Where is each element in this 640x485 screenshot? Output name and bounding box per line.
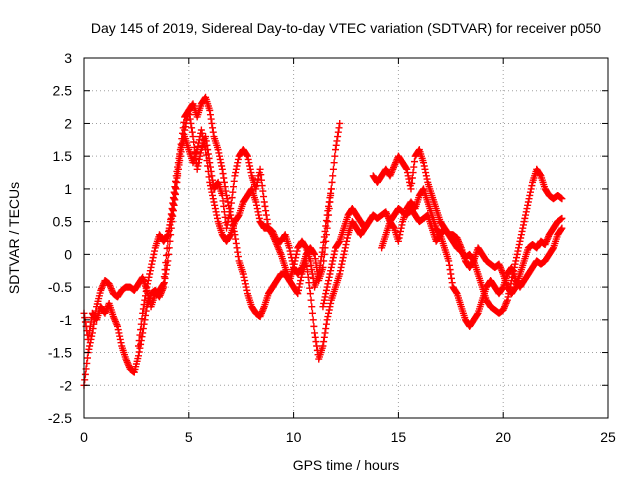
y-tick-label: -0.5: [48, 279, 72, 295]
data-point-marker: [558, 195, 566, 203]
data-point-marker: [336, 119, 344, 127]
data-point-marker: [162, 251, 170, 259]
data-layer: [80, 93, 566, 389]
data-point-marker: [160, 280, 168, 288]
y-tick-label: -2.5: [48, 410, 72, 426]
chart-title: Day 145 of 2019, Sidereal Day-to-day VTE…: [91, 20, 601, 36]
x-tick-label: 20: [495, 429, 511, 445]
data-point-marker: [328, 178, 336, 186]
series-trace-f: [378, 185, 566, 330]
y-tick-label: 2.5: [53, 83, 73, 99]
data-point-marker: [330, 159, 338, 167]
data-point-marker: [309, 316, 317, 324]
data-point-marker: [163, 244, 171, 252]
x-tick-label: 10: [286, 429, 302, 445]
series-trace-e: [369, 146, 566, 298]
data-point-marker: [331, 152, 339, 160]
series-trace-c: [134, 93, 377, 363]
plot-frame: [83, 57, 609, 419]
data-point-marker: [308, 303, 316, 311]
data-point-marker: [306, 290, 314, 298]
y-tick-label: -1: [60, 312, 73, 328]
x-tick-label: 15: [391, 429, 407, 445]
data-point-marker: [308, 309, 316, 317]
y-axis-label: SDTVAR / TECUs: [6, 182, 22, 294]
tick-layer: 0 5 10 15 20 25 -2.5 -2 -1.5 -1 -0.5 0 0.5 1 1.5 2 2.5 3: [48, 50, 616, 445]
y-tick-label: 3: [64, 50, 72, 66]
y-tick-label: 0.5: [53, 214, 73, 230]
data-point-marker: [558, 214, 566, 222]
data-point-marker: [329, 172, 337, 180]
label-layer: Day 145 of 2019, Sidereal Day-to-day VTE…: [6, 20, 601, 473]
x-tick-label: 25: [600, 429, 616, 445]
data-point-marker: [558, 224, 566, 232]
y-tick-label: 1: [64, 181, 72, 197]
y-tick-label: 2: [64, 115, 72, 131]
data-point-marker: [329, 165, 337, 173]
x-tick-label: 0: [80, 429, 88, 445]
x-axis-label: GPS time / hours: [293, 457, 400, 473]
data-point-marker: [160, 273, 168, 281]
data-point-marker: [162, 259, 170, 267]
y-tick-label: 1.5: [53, 148, 73, 164]
series-trace-b: [80, 126, 335, 389]
data-point-marker: [324, 218, 332, 226]
y-tick-label: -1.5: [48, 345, 72, 361]
data-point-marker: [327, 185, 335, 193]
data-point-marker: [161, 266, 169, 274]
y-tick-label: 0: [64, 246, 72, 262]
data-point-marker: [307, 296, 315, 304]
y-tick-label: -2: [60, 377, 73, 393]
x-tick-label: 5: [185, 429, 193, 445]
data-point-marker: [310, 322, 318, 330]
